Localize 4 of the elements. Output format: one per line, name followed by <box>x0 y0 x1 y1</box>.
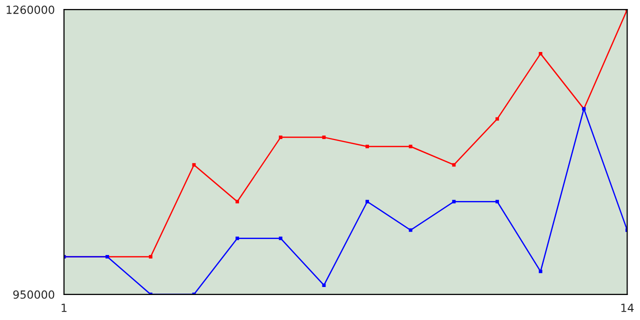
y-tick-label: 950000 <box>13 290 54 299</box>
x-tick-label: 1 <box>62 304 67 312</box>
y-tick-label: 1260000 <box>6 6 54 14</box>
x-tick-label: 14 <box>621 304 634 312</box>
